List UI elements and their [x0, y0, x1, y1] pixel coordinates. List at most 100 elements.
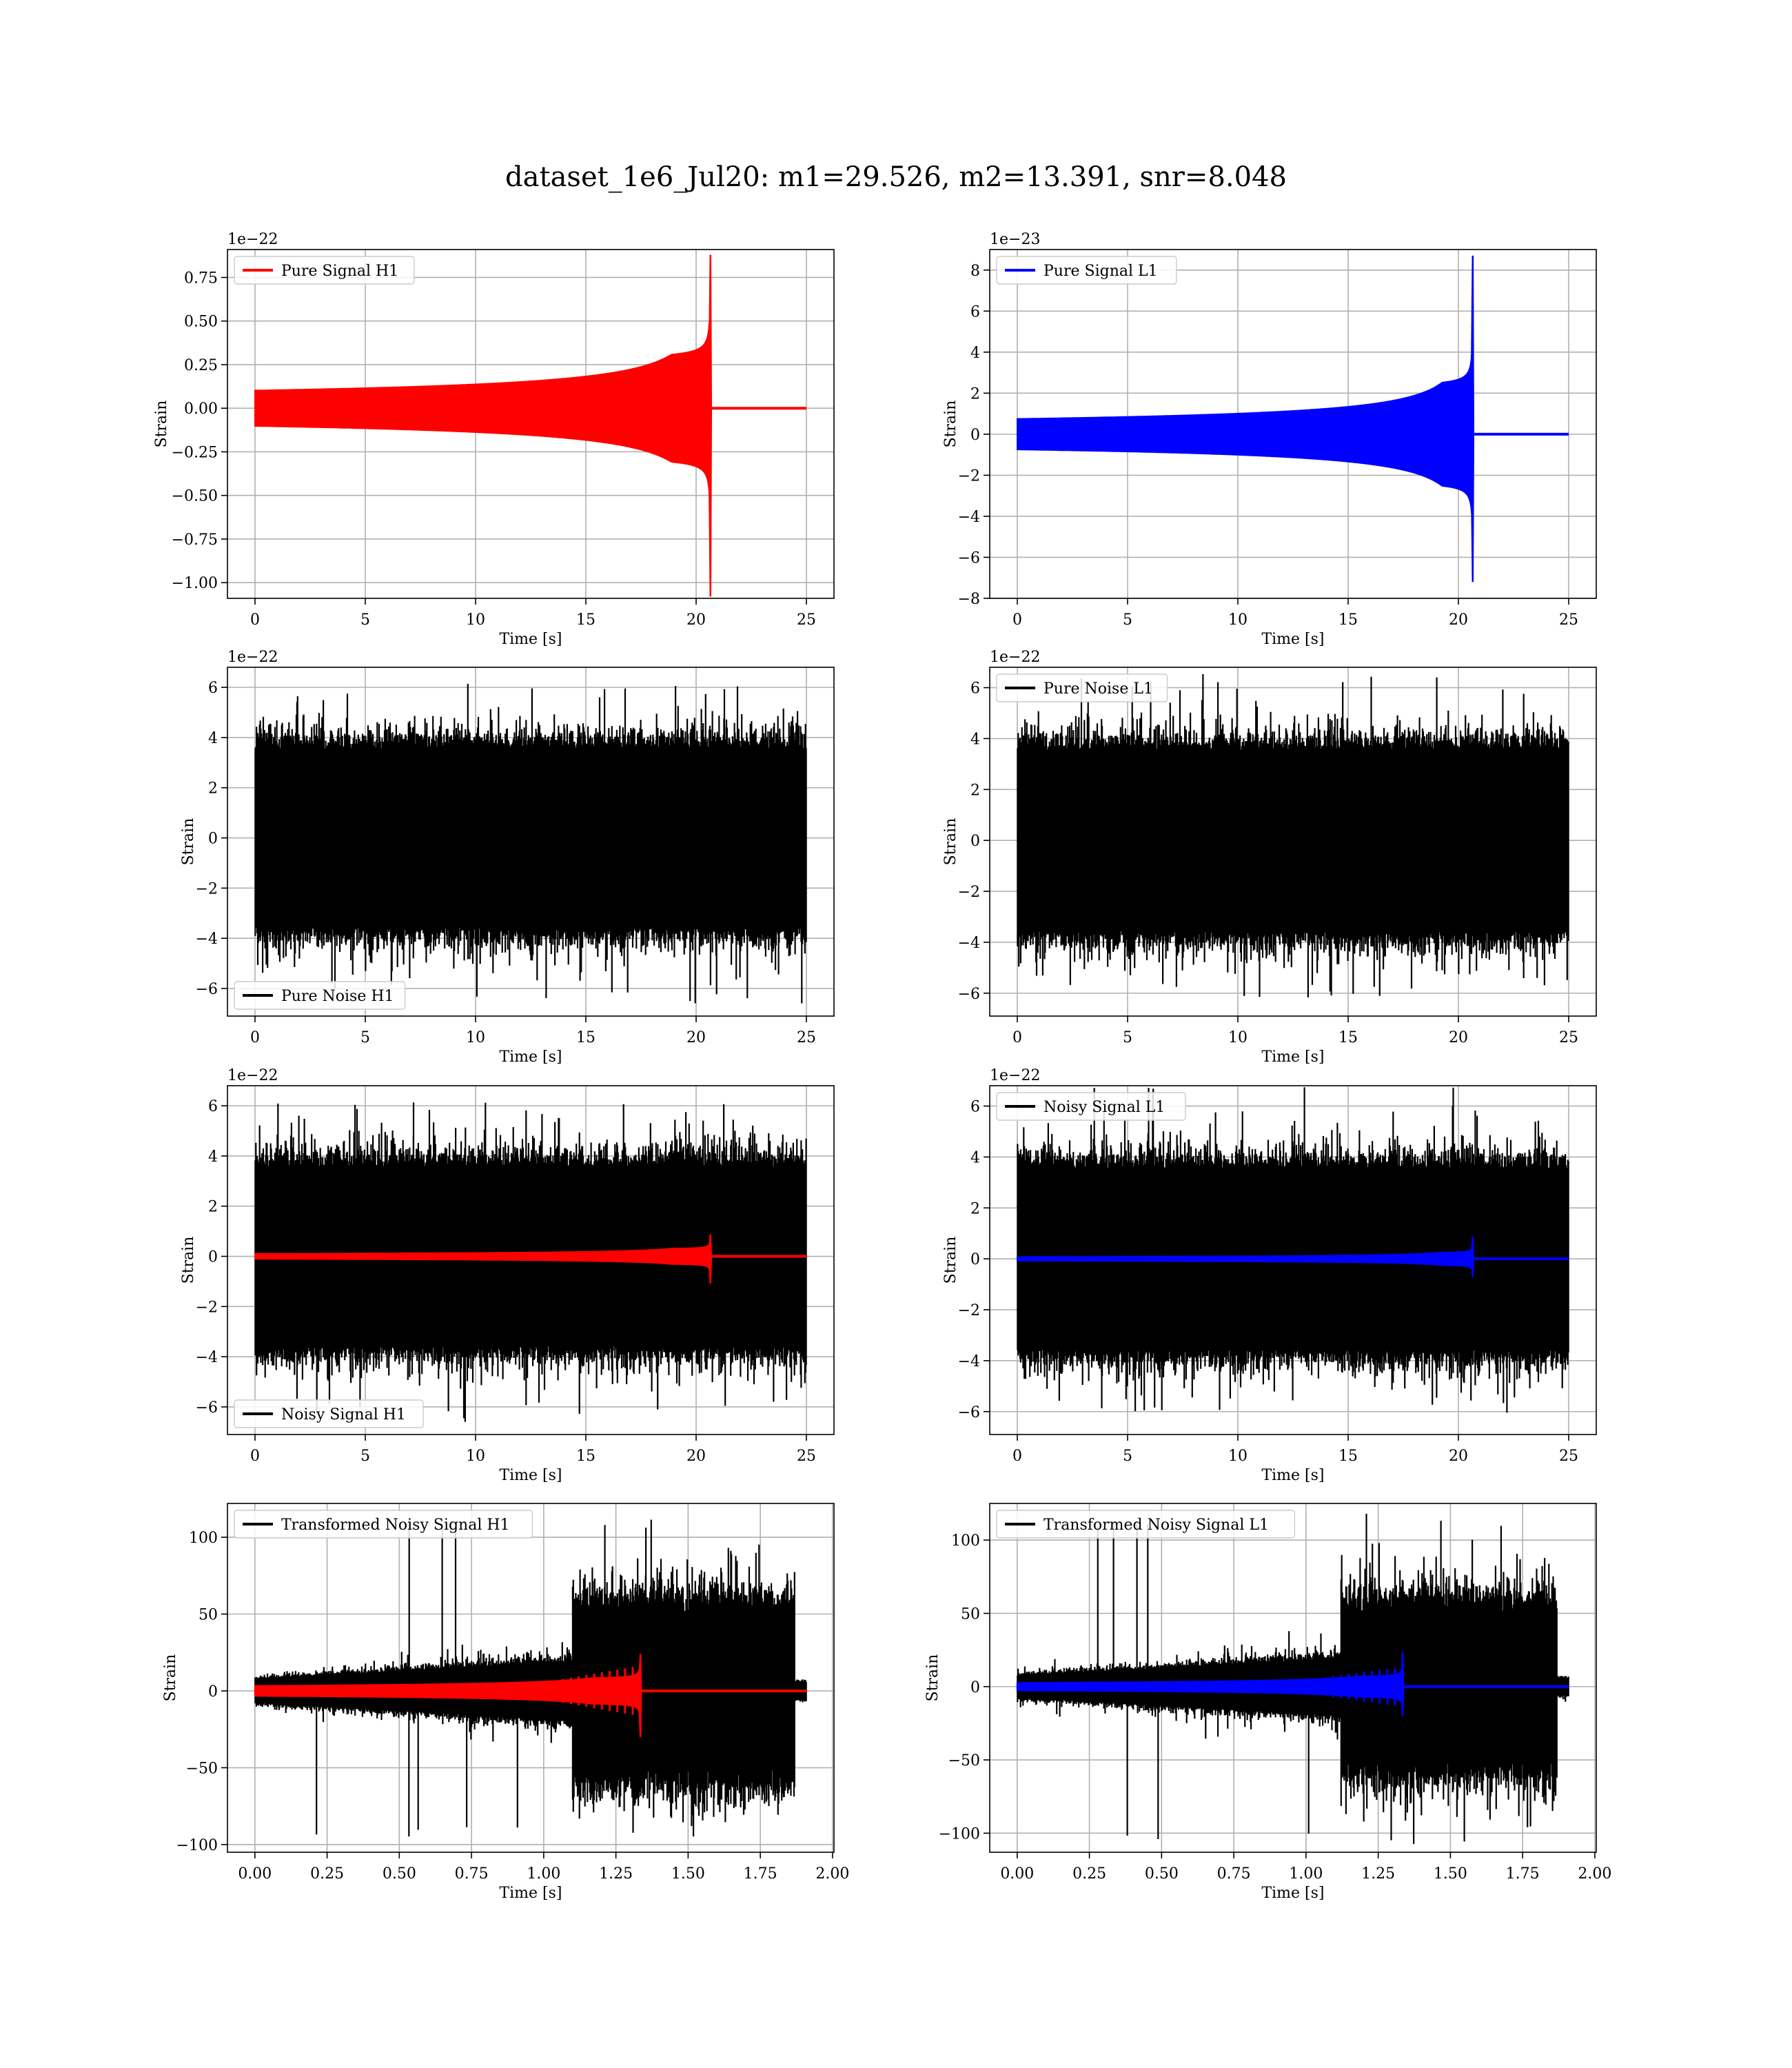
y-tick-label: −0.25: [172, 444, 218, 461]
axes-frame: [989, 667, 1597, 1017]
x-tick-label: 0.00: [238, 1865, 272, 1883]
x-tick-label: 0: [250, 1029, 260, 1046]
y-tick-label: −6: [958, 986, 980, 1003]
legend-box: [996, 1092, 1186, 1121]
merger-spike: [638, 1654, 642, 1737]
y-tick-label: 0: [970, 1251, 980, 1268]
y-tick-label: 0.25: [184, 357, 218, 374]
x-tick-label: 2.00: [815, 1865, 849, 1883]
x-tick-label: 0: [1012, 611, 1022, 629]
x-axis-label: Time [s]: [1261, 1467, 1324, 1484]
x-tick-label: 20: [1449, 611, 1468, 629]
y-tick-label: 0: [970, 833, 980, 850]
y-tick-label: 4: [970, 1149, 980, 1166]
plot-area: [254, 684, 807, 1004]
y-tick-label: −4: [958, 935, 980, 952]
y-tick-label: −0.75: [172, 531, 218, 549]
y-tick-label: 6: [208, 680, 218, 697]
x-tick-label: 5: [360, 1448, 370, 1465]
y-tick-label: −4: [196, 1349, 218, 1366]
offset-text: 1e−22: [227, 649, 278, 666]
y-tick-label: −50: [948, 1752, 980, 1770]
x-tick-label: 25: [797, 611, 816, 629]
x-tick-label: 15: [576, 611, 595, 629]
x-tick-label: 5: [360, 611, 370, 629]
x-tick-label: 5: [360, 1029, 370, 1046]
x-axis-label: Time [s]: [499, 1885, 562, 1902]
panel-pure-signal-l1: 0 5 10 15 20 25 −8 −6 −4 −2 0 2 4 6 8 Time [s] Strain 1e−…: [942, 231, 1597, 648]
legend-box: [996, 1510, 1296, 1539]
merger-spike: [1470, 255, 1475, 582]
legend: Pure Noise H1: [234, 981, 406, 1010]
x-tick-label: 0: [1012, 1029, 1022, 1046]
axes-frame: [227, 249, 835, 599]
panel-transformed-noisy-signal-h1: 0.00 0.25 0.50 0.75 1.00 1.25 1.50 1.75 2.00 −100…: [162, 1503, 849, 1902]
x-tick-label: 15: [576, 1029, 595, 1046]
x-tick-label: 20: [1449, 1029, 1468, 1046]
x-tick-label: 1.00: [1289, 1865, 1323, 1883]
panel-noisy-signal-h1: 0 5 10 15 20 25 −6 −4 −2 0 2 4 6 Time [s] Strain 1e−22 N…: [180, 1067, 835, 1484]
legend-label: Noisy Signal L1: [1043, 1099, 1165, 1116]
ticks: 0 5 10 15 20 25 −6 −4 −2 0 2 4 6: [958, 1099, 1578, 1465]
y-tick-label: −2: [958, 884, 980, 901]
y-tick-label: −1.00: [172, 575, 218, 592]
y-tick-label: 0: [970, 1679, 980, 1696]
panel-pure-noise-l1: 0 5 10 15 20 25 −6 −4 −2 0 2 4 6 Time [s] Strain 1e−22P…: [942, 649, 1597, 1066]
x-tick-label: 20: [686, 1029, 706, 1046]
plot-area: [254, 1102, 807, 1422]
legend-label: Noisy Signal H1: [281, 1406, 406, 1423]
axes-frame: [227, 667, 835, 1017]
y-tick-label: 50: [961, 1605, 980, 1623]
y-tick-label: −0.50: [172, 488, 218, 505]
series-pure-signal-l1: [1017, 255, 1569, 582]
x-axis-label: Time [s]: [499, 1467, 562, 1484]
y-tick-label: 0.75: [184, 270, 218, 287]
legend: Noisy Signal L1: [996, 1092, 1186, 1121]
x-tick-label: 15: [1338, 611, 1358, 629]
x-tick-label: 2.00: [1578, 1865, 1611, 1883]
legend-label: Pure Signal L1: [1043, 263, 1158, 280]
x-tick-label: 20: [1449, 1448, 1468, 1465]
y-tick-label: 4: [970, 731, 980, 748]
x-tick-label: 1.00: [527, 1865, 560, 1883]
y-tick-label: −4: [958, 509, 980, 526]
ticks: 0 5 10 15 20 25 −8 −6 −4 −2 0 2 4 6 8: [958, 263, 1578, 629]
y-tick-label: 2: [208, 780, 218, 798]
y-tick-label: −2: [196, 1299, 218, 1316]
signal-ringing: [531, 1667, 634, 1715]
y-tick-label: −4: [958, 1353, 980, 1370]
y-tick-label: 6: [970, 680, 980, 698]
legend-label: Transformed Noisy Signal H1: [281, 1517, 510, 1534]
legend: Transformed Noisy Signal H1: [234, 1510, 533, 1539]
offset-text: 1e−22: [990, 1067, 1040, 1084]
y-tick-label: 50: [198, 1606, 218, 1623]
x-tick-label: 10: [466, 1448, 485, 1465]
y-tick-label: 0: [208, 831, 218, 848]
legend-box: [234, 981, 406, 1010]
noise-core: [1017, 759, 1569, 922]
y-tick-label: 2: [970, 1200, 980, 1217]
legend: Pure Signal H1: [234, 256, 415, 285]
x-tick-label: 1.25: [599, 1865, 633, 1883]
ticks: 0.00 0.25 0.50 0.75 1.00 1.25 1.50 1.75 2.00 −100…: [939, 1532, 1612, 1883]
y-tick-label: −2: [958, 1302, 980, 1319]
series-signal-overlay: [254, 1234, 806, 1284]
axes-frame: [227, 1085, 835, 1435]
y-tick-label: −100: [939, 1825, 980, 1843]
legend: Pure Signal L1: [996, 256, 1177, 285]
plot-area: [1017, 674, 1569, 997]
x-tick-label: 15: [1338, 1448, 1358, 1465]
x-tick-label: 0: [250, 1448, 260, 1465]
series-signal-overlay: [254, 1654, 807, 1737]
plot-area: [1016, 1513, 1569, 1845]
x-tick-label: 25: [797, 1448, 816, 1465]
x-tick-label: 1.25: [1361, 1865, 1395, 1883]
x-tick-label: 15: [576, 1448, 595, 1465]
x-tick-label: 25: [1559, 611, 1578, 629]
x-tick-label: 25: [1559, 1029, 1578, 1046]
x-tick-label: 1.75: [744, 1865, 777, 1883]
y-tick-label: −6: [196, 1399, 218, 1417]
x-tick-label: 5: [1123, 1448, 1132, 1465]
x-tick-label: 0.25: [1072, 1865, 1106, 1883]
y-tick-label: −6: [196, 981, 218, 998]
